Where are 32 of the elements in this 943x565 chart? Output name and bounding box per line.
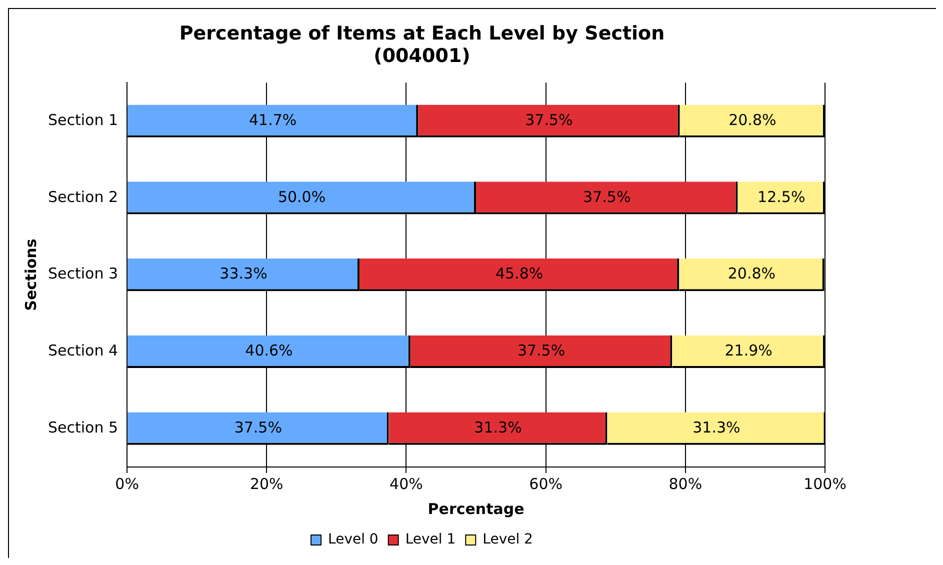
chart-title: Percentage of Items at Each Level by Section (004001) [179, 22, 665, 68]
data-label: 33.3% [220, 264, 268, 283]
data-label: 20.8% [728, 264, 776, 283]
data-label: 37.5% [583, 188, 631, 206]
y-tick-label: Section 4 [48, 342, 118, 360]
y-axis-title: Sections [22, 238, 40, 311]
data-label: 40.6% [245, 342, 293, 360]
x-tick-label: 40% [390, 474, 423, 493]
x-tick-label: 0% [115, 474, 139, 493]
data-label: 21.9% [724, 342, 772, 360]
data-label: 20.8% [728, 110, 776, 129]
data-label: 45.8% [495, 264, 544, 283]
data-label: 50.0% [278, 188, 326, 206]
y-tick-label: Section 5 [48, 418, 118, 436]
data-label: 37.5% [517, 342, 566, 360]
data-label: 37.5% [234, 418, 282, 436]
x-tick-label: 80% [668, 474, 702, 493]
data-label: 41.7% [248, 110, 297, 129]
y-tick-label: Section 1 [48, 110, 118, 129]
legend-label: Level 0 [328, 532, 378, 548]
x-axis-title: Percentage [428, 500, 524, 518]
y-tick-label: Section 2 [48, 188, 118, 206]
data-label: 31.3% [474, 418, 522, 436]
x-tick-label: 100% [804, 474, 846, 493]
legend-label: Level 1 [405, 532, 456, 548]
y-tick-label: Section 3 [48, 264, 118, 283]
data-label: 31.3% [692, 418, 740, 436]
x-tick-label: 60% [529, 474, 562, 493]
x-tick-label: 20% [250, 474, 284, 493]
data-label: 37.5% [525, 110, 573, 129]
legend-label: Level 2 [482, 532, 533, 548]
data-label: 12.5% [758, 188, 806, 206]
